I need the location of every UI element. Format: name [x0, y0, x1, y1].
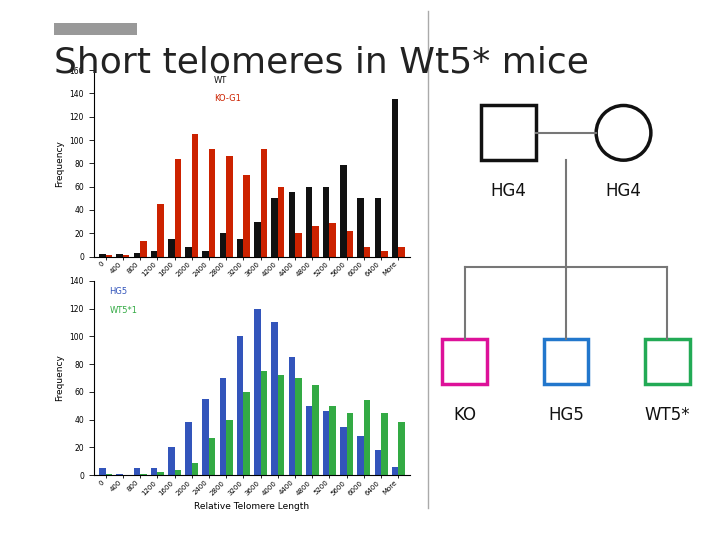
Text: WT5*1: WT5*1: [109, 306, 138, 315]
Bar: [220, 378, 226, 475]
Text: WT5*: WT5*: [644, 406, 690, 424]
Bar: [261, 150, 267, 256]
Bar: [278, 187, 284, 256]
Bar: [106, 474, 112, 475]
Text: Hao et al.: Hao et al.: [576, 518, 640, 531]
X-axis label: Relative Telomere Length: Relative Telomere Length: [194, 502, 310, 511]
Bar: [168, 448, 174, 475]
Bar: [202, 399, 209, 475]
Bar: [237, 336, 243, 475]
Text: 2005: 2005: [672, 518, 711, 531]
Bar: [150, 468, 157, 475]
Bar: [481, 105, 536, 160]
Bar: [398, 422, 405, 475]
Bar: [544, 339, 588, 384]
Text: WT: WT: [214, 76, 228, 85]
Bar: [357, 436, 364, 475]
Bar: [150, 251, 157, 256]
Bar: [340, 165, 347, 256]
Bar: [442, 339, 487, 384]
Bar: [261, 371, 267, 475]
Bar: [133, 468, 140, 475]
Bar: [133, 253, 140, 256]
Bar: [157, 204, 164, 256]
Bar: [220, 233, 226, 256]
Bar: [323, 411, 330, 475]
Bar: [289, 357, 295, 475]
Bar: [243, 175, 250, 256]
Bar: [254, 221, 261, 256]
Y-axis label: Frequency: Frequency: [55, 140, 64, 187]
Bar: [381, 251, 387, 256]
Bar: [185, 422, 192, 475]
Bar: [347, 413, 354, 475]
Bar: [330, 222, 336, 256]
Text: Short telomeres in Wt5* mice: Short telomeres in Wt5* mice: [54, 46, 589, 80]
Bar: [237, 239, 243, 256]
Bar: [168, 239, 174, 256]
Bar: [392, 467, 398, 475]
Bar: [106, 255, 112, 256]
Bar: [202, 251, 209, 256]
Bar: [157, 472, 164, 475]
Bar: [295, 378, 302, 475]
Bar: [278, 375, 284, 475]
Bar: [271, 322, 278, 475]
Text: HG4: HG4: [490, 182, 526, 200]
Bar: [123, 255, 130, 256]
Bar: [312, 385, 319, 475]
Bar: [306, 406, 312, 475]
Bar: [140, 474, 147, 475]
Bar: [209, 438, 215, 475]
Bar: [323, 187, 330, 256]
Bar: [226, 420, 233, 475]
Bar: [374, 450, 381, 475]
Bar: [117, 474, 123, 475]
Bar: [306, 187, 312, 256]
Bar: [645, 339, 690, 384]
Text: KO-G1: KO-G1: [214, 94, 241, 104]
Bar: [340, 427, 347, 475]
Bar: [330, 406, 336, 475]
Bar: [226, 157, 233, 256]
Bar: [99, 468, 106, 475]
Text: HG5: HG5: [109, 287, 127, 295]
Bar: [192, 134, 198, 256]
Bar: [398, 247, 405, 256]
Bar: [289, 192, 295, 256]
Text: HG4: HG4: [606, 182, 642, 200]
Bar: [254, 308, 261, 475]
Bar: [174, 470, 181, 475]
Bar: [295, 233, 302, 256]
Bar: [243, 392, 250, 475]
Bar: [357, 198, 364, 256]
Bar: [117, 254, 123, 256]
Bar: [140, 241, 147, 256]
Bar: [381, 413, 387, 475]
Y-axis label: Frequency: Frequency: [55, 355, 64, 401]
Text: HG5: HG5: [548, 406, 584, 424]
Bar: [209, 150, 215, 256]
Bar: [185, 247, 192, 256]
Text: KO: KO: [454, 406, 477, 424]
Bar: [364, 400, 371, 475]
Bar: [364, 247, 371, 256]
Bar: [174, 159, 181, 256]
Bar: [374, 198, 381, 256]
Bar: [99, 254, 106, 256]
Bar: [312, 226, 319, 256]
Bar: [347, 231, 354, 256]
Bar: [392, 99, 398, 256]
Bar: [271, 198, 278, 256]
Text: Cell: Cell: [617, 518, 640, 531]
Bar: [192, 463, 198, 475]
